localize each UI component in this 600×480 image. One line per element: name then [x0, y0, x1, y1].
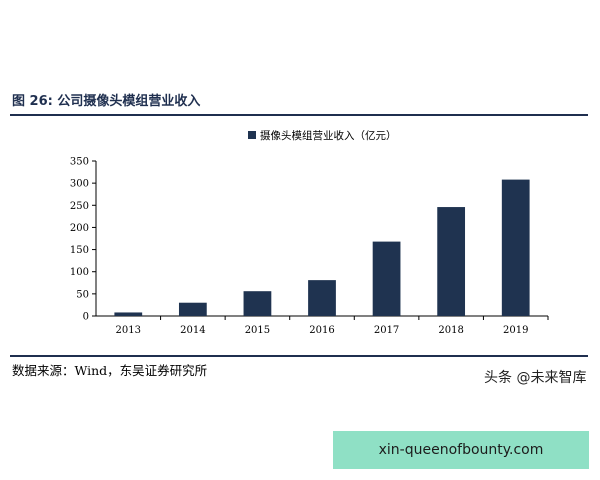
x-tick-label: 2014: [180, 325, 205, 336]
legend-label: 摄像头模组营业收入（亿元）: [260, 129, 397, 142]
bar-2016: [308, 280, 336, 316]
bar-2015: [243, 291, 272, 316]
bar-2018: [437, 207, 466, 316]
watermark: 头条 @未来智库: [484, 370, 587, 386]
x-tick-label: 2017: [374, 325, 399, 336]
legend-swatch: [248, 131, 256, 139]
bar-2014: [178, 302, 207, 316]
y-tick-label: 100: [70, 267, 89, 278]
figure-title: 图 26: 公司摄像头模组营业收入: [12, 94, 201, 109]
bar-2019: [501, 179, 530, 316]
legend: 摄像头模组营业收入（亿元）: [248, 129, 397, 142]
source-note: 数据来源：Wind，东吴证券研究所: [12, 363, 208, 378]
bar-2017: [372, 241, 401, 316]
x-tick-label: 2016: [309, 325, 334, 336]
site-banner-text: xin-queenofbounty.com: [378, 442, 544, 458]
bars: [114, 179, 530, 316]
source-rule: [10, 355, 588, 357]
bar-chart: 摄像头模组营业收入（亿元） 0 50 100 150 200 250 300 350 2013…: [70, 129, 549, 336]
y-tick-label: 200: [70, 223, 89, 234]
y-tick-label: 250: [70, 201, 89, 212]
y-tick-label: 150: [70, 245, 89, 256]
y-tick-label: 350: [70, 157, 89, 168]
x-tick-label: 2018: [438, 325, 463, 336]
y-tick-label: 300: [70, 179, 89, 190]
y-axis: 0 50 100 150 200 250 300 350: [70, 157, 97, 323]
x-tick-label: 2019: [503, 325, 528, 336]
title-rule: [10, 114, 588, 116]
x-axis: 2013 2014 2015 2016 2017 2018 2019: [96, 315, 549, 336]
y-tick-label: 0: [83, 312, 89, 323]
x-tick-label: 2015: [245, 325, 270, 336]
y-tick-label: 50: [76, 289, 89, 300]
x-tick-label: 2013: [116, 325, 141, 336]
bar-2013: [114, 312, 143, 316]
site-banner[interactable]: xin-queenofbounty.com: [333, 431, 589, 469]
